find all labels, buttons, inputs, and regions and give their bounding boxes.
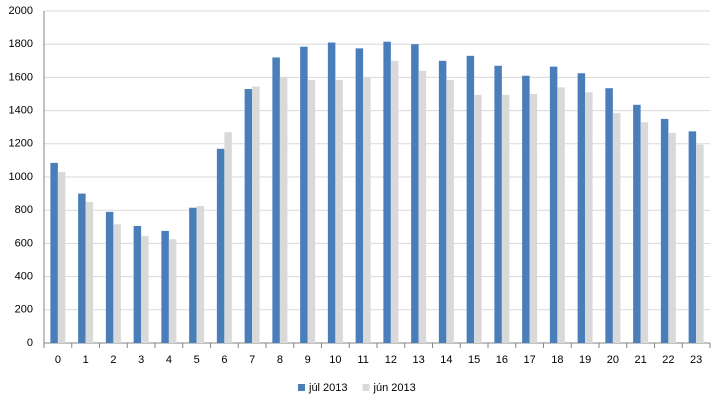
- legend-swatch: [298, 384, 305, 391]
- x-tick-label: 7: [249, 354, 255, 366]
- bar: [585, 92, 593, 343]
- x-tick-label: 14: [440, 354, 452, 366]
- y-tick-label: 0: [27, 337, 33, 349]
- bar: [279, 77, 288, 344]
- bar: [529, 94, 538, 343]
- bar: [105, 211, 114, 343]
- x-tick-label: 16: [496, 354, 508, 366]
- y-tick-label: 1400: [9, 105, 33, 117]
- bar: [168, 239, 177, 343]
- bar: [141, 235, 149, 343]
- bar: [612, 113, 621, 343]
- x-tick-label: 11: [357, 354, 368, 366]
- bar: [57, 172, 66, 343]
- bar: [696, 144, 704, 343]
- bar: [390, 60, 399, 344]
- legend-label: jún 2013: [373, 382, 416, 394]
- x-tick-label: 18: [551, 354, 563, 366]
- bar: [383, 41, 391, 344]
- x-tick-label: 0: [55, 354, 61, 366]
- bar: [133, 225, 142, 343]
- bar: [196, 206, 205, 343]
- bar: [411, 44, 419, 343]
- x-tick-label: 22: [662, 354, 674, 366]
- x-tick-label: 19: [579, 354, 591, 366]
- x-tick-label: 1: [83, 354, 89, 366]
- y-tick-label: 1200: [9, 138, 33, 150]
- bar: [161, 230, 169, 343]
- bar: [466, 55, 475, 343]
- y-tick-label: 800: [15, 204, 33, 216]
- bar: [78, 193, 86, 343]
- x-tick-label: 15: [468, 354, 480, 366]
- x-tick-label: 8: [277, 354, 283, 366]
- bar: [640, 122, 649, 343]
- bar: [252, 86, 260, 343]
- bar: [474, 94, 482, 343]
- bar: [272, 57, 280, 343]
- y-tick-label: 1600: [9, 71, 33, 83]
- bar: [113, 224, 121, 343]
- bar: [216, 148, 225, 343]
- y-tick-label: 400: [15, 271, 33, 283]
- bar: [85, 201, 94, 343]
- legend-label: júl 2013: [308, 382, 348, 394]
- bar: [494, 65, 502, 343]
- y-tick-label: 1800: [9, 38, 33, 50]
- y-tick-label: 600: [15, 237, 33, 249]
- bar: [363, 77, 371, 344]
- x-tick-label: 17: [524, 354, 536, 366]
- legend-swatch: [362, 384, 370, 391]
- bar: [688, 131, 697, 343]
- bar: [660, 118, 669, 344]
- bar: [300, 46, 308, 343]
- x-tick-label: 12: [385, 354, 397, 366]
- bar: [557, 87, 565, 343]
- bar: [522, 75, 530, 344]
- x-tick-label: 2: [110, 354, 116, 366]
- bar: [355, 48, 364, 343]
- bar: [224, 132, 232, 343]
- x-tick-label: 4: [166, 354, 172, 366]
- bar: [327, 42, 336, 343]
- bar: [335, 79, 343, 343]
- bar: [668, 133, 676, 343]
- bar: [501, 94, 510, 343]
- x-tick-label: 6: [221, 354, 227, 366]
- bar: [189, 207, 197, 343]
- bar: [418, 70, 427, 343]
- x-tick-label: 23: [690, 354, 702, 366]
- x-tick-label: 5: [194, 354, 200, 366]
- y-tick-label: 1000: [9, 171, 33, 183]
- bar: [244, 89, 253, 344]
- bar: [549, 66, 558, 344]
- x-tick-label: 21: [635, 354, 647, 366]
- bar: [446, 79, 454, 343]
- y-tick-label: 2000: [9, 5, 33, 17]
- x-tick-label: 9: [305, 354, 311, 366]
- x-tick-label: 3: [138, 354, 144, 366]
- bar: [307, 79, 316, 343]
- x-tick-label: 10: [329, 354, 341, 366]
- bar: [633, 104, 641, 343]
- x-tick-label: 20: [607, 354, 619, 366]
- y-tick-label: 200: [15, 304, 33, 316]
- bar: [577, 73, 586, 343]
- bar: [438, 60, 447, 344]
- bar: [605, 88, 613, 343]
- bar: [50, 162, 58, 343]
- x-tick-label: 13: [413, 354, 425, 366]
